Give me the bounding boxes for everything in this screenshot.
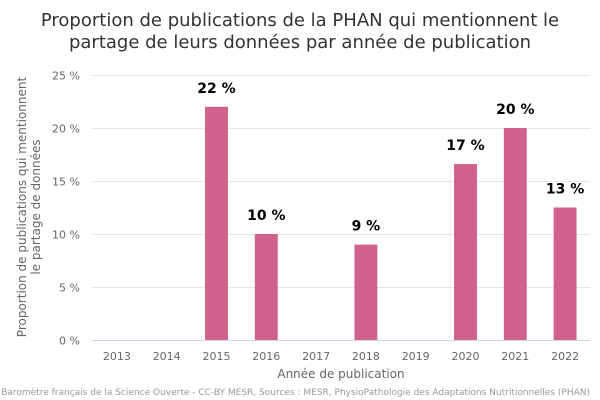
bar-2015[interactable] (205, 106, 228, 340)
bar-2020[interactable] (454, 164, 477, 340)
bar-2021[interactable] (503, 128, 527, 340)
y-axis-title-line-1: Proportion de publications qui mentionne… (15, 77, 29, 338)
x-tick-label: 2014 (153, 350, 181, 363)
x-axis-title: Année de publication (277, 367, 404, 381)
data-label-2020: 17 % (446, 138, 484, 154)
x-tick-label: 2022 (551, 350, 579, 363)
bars (205, 106, 577, 341)
x-tick-label: 2020 (452, 350, 480, 363)
y-axis-title-line-2: le partage de données (29, 139, 43, 274)
x-tick-label: 2019 (402, 350, 430, 363)
bar-2018[interactable] (354, 244, 378, 340)
x-tick-label: 2017 (302, 350, 330, 363)
y-tick-label: 15 % (52, 176, 80, 189)
chart-title-line-1: Proportion de publications de la PHAN qu… (41, 10, 559, 31)
y-tick-label: 20 % (52, 123, 80, 136)
x-tick-label: 2021 (501, 350, 529, 363)
chart-title-line-2: partage de leurs données par année de pu… (69, 32, 531, 53)
data-label-2021: 20 % (496, 102, 534, 118)
x-tick-label: 2013 (103, 350, 131, 363)
data-labels: 22 % 10 % 9 % 17 % 20 % 13 % (197, 81, 584, 235)
chart-credits: Baromètre français de la Science Ouverte… (1, 387, 590, 398)
y-axis-title: Proportion de publications qui mentionne… (15, 77, 43, 338)
x-tick-label: 2018 (352, 350, 380, 363)
y-tick-label: 10 % (52, 229, 80, 242)
y-tick-label: 5 % (59, 282, 80, 295)
data-label-2015: 22 % (197, 81, 235, 97)
data-label-2016: 10 % (247, 208, 285, 224)
y-tick-label: 0 % (59, 335, 80, 348)
bar-2016[interactable] (254, 234, 278, 340)
data-label-2022: 13 % (546, 182, 584, 198)
chart-title: Proportion de publications de la PHAN qu… (41, 10, 559, 53)
bar-2022[interactable] (553, 207, 577, 341)
y-axis-ticks: 0 % 5 % 10 % 15 % 20 % 25 % (52, 70, 80, 348)
y-tick-label: 25 % (52, 70, 80, 83)
x-tick-label: 2016 (252, 350, 280, 363)
data-label-2018: 9 % (352, 219, 381, 235)
x-axis-ticks: 2013 2014 2015 2016 2017 2018 2019 2020 2021 2022 (103, 350, 579, 363)
x-tick-label: 2015 (203, 350, 231, 363)
